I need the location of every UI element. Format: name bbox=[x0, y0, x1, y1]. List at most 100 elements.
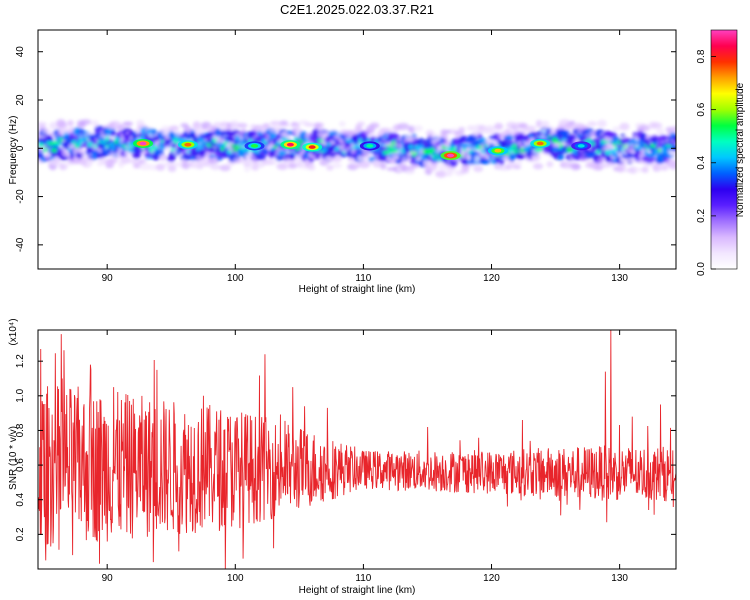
y-tick-label: 1.0 bbox=[15, 388, 26, 402]
colorbar-label: Normalized spectral amplitude bbox=[735, 82, 746, 217]
x-tick-label: 90 bbox=[102, 573, 114, 584]
spectral-peak-core bbox=[251, 144, 259, 148]
snr-frame bbox=[37, 329, 677, 570]
spectral-cell bbox=[352, 162, 360, 168]
spectral-cell bbox=[625, 153, 637, 158]
spectral-cell bbox=[51, 147, 58, 153]
spectral-peak-core bbox=[366, 144, 374, 148]
x-tick-label: 110 bbox=[355, 573, 371, 584]
x-tick-label: 130 bbox=[611, 573, 628, 584]
snr-y-multiplier: (x10⁴) bbox=[8, 318, 19, 345]
colorbar-ticks: 0.0 0.2 0.4 0.6 0.8 bbox=[696, 49, 716, 276]
spectral-cell bbox=[612, 126, 621, 131]
spectral-cell bbox=[358, 161, 371, 169]
colorbar-tick-label: 0.6 bbox=[696, 102, 707, 116]
spectral-cell bbox=[46, 134, 53, 142]
spectral-cell bbox=[266, 161, 277, 166]
spectral-cell bbox=[89, 120, 100, 126]
spectral-cell bbox=[466, 125, 476, 131]
spectral-cell bbox=[672, 159, 676, 168]
spectral-cell bbox=[120, 156, 132, 164]
spectral-cell bbox=[155, 163, 166, 171]
spectral-cell bbox=[388, 148, 398, 153]
spectral-cell bbox=[484, 125, 496, 133]
spectral-cell bbox=[512, 164, 522, 170]
x-tick-label: 130 bbox=[611, 273, 628, 284]
spectral-cell bbox=[158, 153, 167, 161]
spectral-cell bbox=[546, 161, 554, 168]
x-tick-label: 120 bbox=[483, 573, 500, 584]
spectrogram-panel: 90 100 110 120 130 -40 -20 0 20 40 Height of str… bbox=[8, 29, 677, 295]
spectral-cell bbox=[208, 156, 220, 164]
spectral-cell bbox=[628, 166, 638, 174]
spectral-peak-core bbox=[286, 142, 294, 147]
y-tick-label: -40 bbox=[15, 237, 26, 252]
spectral-peak-core bbox=[308, 145, 316, 149]
spectrogram-peaks bbox=[133, 138, 592, 161]
spectral-cell bbox=[535, 119, 543, 128]
spectral-cell bbox=[80, 119, 92, 125]
spectral-cell bbox=[597, 119, 607, 128]
spectrogram-x-ticks: 90 100 110 120 130 bbox=[102, 30, 628, 284]
x-tick-label: 100 bbox=[227, 573, 244, 584]
spectral-cell bbox=[315, 122, 324, 128]
y-tick-label: 0 bbox=[15, 145, 26, 151]
spectral-cell bbox=[107, 158, 119, 164]
spectral-cell bbox=[132, 151, 142, 159]
spectral-peak-core bbox=[139, 141, 147, 146]
spectral-cell bbox=[644, 162, 656, 167]
spectral-cell bbox=[288, 162, 298, 169]
spectral-cell bbox=[286, 130, 293, 136]
spectral-peak-core bbox=[536, 141, 544, 146]
y-tick-label: 0.6 bbox=[15, 458, 26, 472]
spectral-cell bbox=[49, 121, 58, 130]
spectral-cell bbox=[167, 165, 177, 173]
spectral-cell bbox=[443, 172, 453, 177]
spectral-cell bbox=[611, 152, 619, 158]
spectral-cell bbox=[262, 123, 270, 128]
spectral-cell bbox=[413, 125, 424, 132]
x-tick-label: 110 bbox=[355, 273, 371, 284]
spectrogram-y-ticks: -40 -20 0 20 40 bbox=[15, 46, 676, 252]
spectral-cell bbox=[331, 162, 343, 169]
colorbar-tick-label: 0.0 bbox=[696, 262, 707, 276]
spectral-peak-core bbox=[447, 153, 455, 158]
spectrogram-frame bbox=[37, 29, 677, 270]
spectral-cell bbox=[494, 122, 504, 131]
spectral-cell bbox=[480, 159, 492, 165]
spectral-cell bbox=[454, 130, 465, 135]
spectral-cell bbox=[236, 122, 248, 129]
spectral-cell bbox=[369, 122, 380, 129]
spectral-cell bbox=[670, 125, 676, 134]
spectral-cell bbox=[110, 130, 116, 137]
spectral-cell bbox=[468, 134, 478, 142]
spectral-cell bbox=[572, 164, 581, 171]
spectral-cell bbox=[443, 140, 451, 148]
spectral-cell bbox=[437, 156, 442, 162]
spectral-cell bbox=[232, 157, 244, 164]
spectral-cell bbox=[460, 169, 470, 174]
spectral-cell bbox=[515, 160, 523, 165]
spectral-cell bbox=[130, 158, 143, 165]
spectral-cell bbox=[557, 153, 565, 161]
spectral-cell bbox=[367, 132, 378, 139]
spectral-cell bbox=[504, 129, 512, 134]
spectral-cell bbox=[38, 121, 47, 127]
y-tick-label: 0.2 bbox=[15, 527, 26, 541]
spectral-cell bbox=[304, 122, 315, 127]
spectral-cell bbox=[672, 135, 676, 143]
spectral-peak-core bbox=[494, 148, 502, 153]
spectral-cell bbox=[339, 121, 346, 127]
snr-panel: 90 100 110 120 130 0.2 0.4 0.6 0.8 1.0 1.2 Height… bbox=[8, 318, 677, 596]
spectral-cell bbox=[325, 142, 332, 147]
spectral-cell bbox=[435, 170, 447, 178]
colorbar: 0.0 0.2 0.4 0.6 0.8 Normalized spectral ampl… bbox=[696, 29, 746, 276]
spectral-cell bbox=[532, 163, 544, 170]
spectral-cell bbox=[569, 120, 576, 125]
spectral-cell bbox=[173, 162, 180, 167]
spectral-cell bbox=[314, 154, 321, 160]
spectral-cell bbox=[617, 162, 627, 169]
spectral-cell bbox=[650, 122, 663, 129]
colorbar-tick-label: 0.2 bbox=[696, 209, 707, 223]
